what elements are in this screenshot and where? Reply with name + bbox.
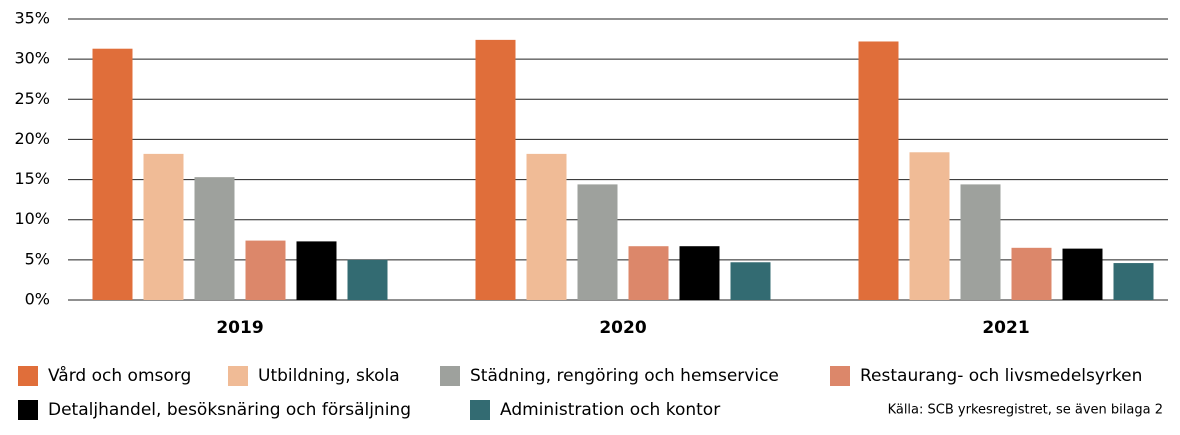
bar xyxy=(1011,247,1052,300)
y-tick-label: 10% xyxy=(14,209,50,228)
legend-label: Utbildning, skola xyxy=(258,366,400,386)
y-tick-label: 20% xyxy=(14,129,50,148)
legend-label: Städning, rengöring och hemservice xyxy=(470,366,779,386)
source-note: Källa: SCB yrkesregistret, se även bilag… xyxy=(888,403,1163,418)
y-tick-label: 15% xyxy=(14,169,50,188)
y-tick-label: 25% xyxy=(14,89,50,108)
bar xyxy=(245,240,286,300)
x-tick-label: 2021 xyxy=(982,318,1029,338)
legend-swatch xyxy=(470,400,490,420)
x-tick-label: 2019 xyxy=(216,318,263,338)
y-tick-label: 0% xyxy=(25,290,50,309)
bar xyxy=(679,246,720,300)
legend-label: Detaljhandel, besöksnäring och försäljni… xyxy=(48,400,411,420)
bar xyxy=(1113,263,1154,300)
bar xyxy=(347,259,388,300)
legend-swatch xyxy=(228,366,248,386)
y-tick-label: 35% xyxy=(14,9,50,28)
legend-label: Restaurang- och livsmedelsyrken xyxy=(860,366,1142,386)
legend-label: Vård och omsorg xyxy=(48,365,191,386)
bar xyxy=(1062,248,1103,300)
bar xyxy=(960,184,1001,300)
bar xyxy=(475,39,516,300)
bar xyxy=(730,262,771,300)
y-tick-label: 30% xyxy=(14,49,50,68)
bar xyxy=(194,177,235,300)
legend-label: Administration och kontor xyxy=(500,400,720,420)
legend-swatch xyxy=(18,366,38,386)
bar xyxy=(628,246,669,300)
bar xyxy=(296,241,337,300)
bar xyxy=(143,153,184,300)
legend-swatch xyxy=(18,400,38,420)
bar xyxy=(858,41,899,300)
bar xyxy=(909,152,950,300)
legend-swatch xyxy=(830,366,850,386)
x-tick-label: 2020 xyxy=(599,318,646,338)
bar xyxy=(526,153,567,300)
legend-swatch xyxy=(440,366,460,386)
bar xyxy=(92,48,133,300)
y-tick-label: 5% xyxy=(25,249,50,268)
bar xyxy=(577,184,618,300)
